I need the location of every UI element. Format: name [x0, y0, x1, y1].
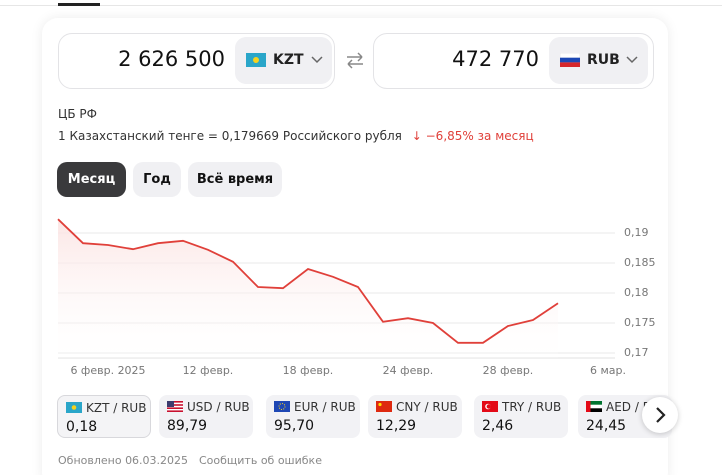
flag — [376, 401, 392, 412]
rate-change: −6,85% — [425, 129, 474, 143]
x-tick-label: 12 февр. — [183, 364, 234, 377]
chevron — [626, 56, 638, 64]
area — [58, 219, 558, 358]
x-tick-label: 18 февр. — [283, 364, 334, 377]
y-tick-label: 0,18 — [624, 286, 649, 299]
pair-value: 2,46 — [482, 418, 514, 434]
rate-period: за месяц — [477, 129, 534, 143]
pair-label: USD / RUB — [187, 400, 250, 414]
rate-row: 1 Казахстанский тенге = 0,179669 Российс… — [58, 129, 534, 143]
from-amount: 2 626 500 — [118, 47, 225, 71]
x-tick-label: 24 февр. — [383, 364, 434, 377]
pair-card[interactable]: EUR / RUB 95,70 — [266, 395, 360, 438]
pair-value: 95,70 — [274, 418, 315, 434]
pair-card[interactable]: USD / RUB 89,79 — [159, 395, 253, 438]
pair-card[interactable]: TRY / RUB 2,46 — [474, 395, 568, 438]
flag-ru — [560, 53, 580, 67]
tab-month[interactable]: Месяц — [57, 162, 126, 197]
chevron — [311, 56, 323, 64]
pair-label: KZT / RUB — [86, 401, 147, 415]
flag-kz — [246, 53, 266, 67]
flag — [586, 401, 602, 412]
report-link[interactable]: Сообщить об ошибке — [199, 454, 322, 467]
flag — [274, 401, 290, 412]
pair-label: CNY / RUB — [396, 400, 458, 414]
line — [57, 218, 559, 344]
pair-card[interactable]: KZT / RUB 0,18 — [57, 395, 151, 438]
pair-value: 89,79 — [167, 418, 208, 434]
top-divider — [0, 5, 722, 6]
y-tick-label: 0,19 — [624, 226, 649, 239]
pair-value: 24,45 — [586, 418, 627, 434]
pair-label: EUR / RUB — [294, 400, 356, 414]
source: ЦБ РФ — [58, 107, 97, 121]
pair-value: 0,18 — [66, 419, 98, 435]
tab-all[interactable]: Всё время — [188, 162, 282, 197]
chart: 0,17 0,175 0,18 0,185 0,19 6 февр. 2025 12 фев… — [57, 218, 656, 377]
rate-change-arrow: ↓ — [411, 129, 422, 143]
y-tick-label: 0,185 — [624, 256, 656, 269]
to-amount: 472 770 — [452, 47, 539, 71]
updated: Обновлено 06.03.2025 — [58, 454, 189, 467]
y-tick-label: 0,175 — [624, 316, 656, 329]
active-tab-indicator — [58, 3, 100, 6]
from-currency: KZT — [273, 52, 304, 68]
rate-text: 1 Казахстанский тенге = 0,179669 Российс… — [58, 129, 402, 143]
pair-label: TRY / RUB — [502, 400, 562, 414]
x-tick-label: 6 февр. 2025 — [70, 364, 145, 377]
x-tick-label: 28 февр. — [483, 364, 534, 377]
flag — [66, 402, 82, 413]
next-icon — [656, 407, 666, 423]
y-tick-label: 0,17 — [624, 346, 649, 359]
x-tick-label: 6 мар. — [590, 364, 626, 377]
flag — [167, 401, 183, 412]
next-button[interactable] — [642, 397, 678, 433]
swap-icon[interactable] — [345, 52, 365, 70]
tab-year[interactable]: Год — [133, 162, 181, 197]
flag — [482, 401, 498, 412]
pair-card[interactable]: CNY / RUB 12,29 — [368, 395, 462, 438]
to-currency: RUB — [587, 52, 620, 68]
pair-value: 12,29 — [376, 418, 417, 434]
